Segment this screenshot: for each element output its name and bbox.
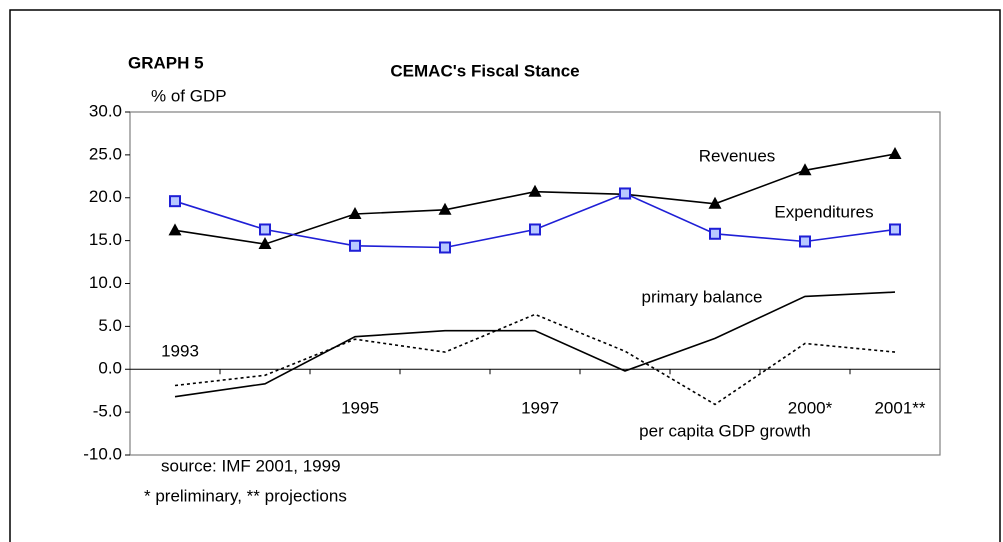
marker	[528, 184, 542, 197]
x-tick-label: 1995	[341, 399, 379, 418]
marker	[889, 223, 901, 236]
series-label: per capita GDP growth	[639, 421, 811, 440]
series-line	[174, 291, 896, 398]
chart-title: CEMAC's Fiscal Stance	[390, 61, 579, 80]
frame	[9, 9, 1001, 542]
series-label: Revenues	[699, 146, 776, 165]
marker	[259, 223, 271, 236]
y-tick-label: 5.0	[98, 316, 122, 335]
marker	[169, 195, 181, 208]
marker	[709, 227, 721, 240]
marker	[708, 196, 722, 209]
series-label: primary balance	[642, 287, 763, 306]
annotation: source: IMF 2001, 1999	[161, 456, 341, 475]
marker	[799, 235, 811, 248]
marker	[348, 207, 362, 220]
marker	[258, 237, 272, 250]
x-tick-label: 2000*	[788, 399, 833, 418]
y-tick-label: 20.0	[89, 187, 122, 206]
x-tick-label: 2001**	[874, 399, 925, 418]
y-tick-label: 0.0	[98, 359, 122, 378]
y-tick-label: 30.0	[89, 101, 122, 120]
y-tick-label: 15.0	[89, 230, 122, 249]
graph-label: GRAPH 5	[128, 53, 204, 72]
marker	[888, 147, 902, 160]
y-axis-label: % of GDP	[151, 86, 227, 105]
y-tick-label: -5.0	[93, 402, 122, 421]
marker	[438, 202, 452, 215]
series-label: Expenditures	[774, 202, 873, 221]
y-tick-label: 10.0	[89, 273, 122, 292]
x-tick-label: 1993	[161, 342, 199, 361]
marker	[349, 239, 361, 252]
marker	[798, 163, 812, 176]
annotation: * preliminary, ** projections	[144, 486, 347, 505]
series-line	[174, 313, 896, 406]
x-tick-label: 1997	[521, 399, 559, 418]
y-tick-label: 25.0	[89, 144, 122, 163]
marker	[619, 187, 631, 200]
marker	[168, 223, 182, 236]
marker	[439, 241, 451, 254]
marker	[529, 223, 541, 236]
y-tick-label: -10.0	[83, 444, 122, 463]
